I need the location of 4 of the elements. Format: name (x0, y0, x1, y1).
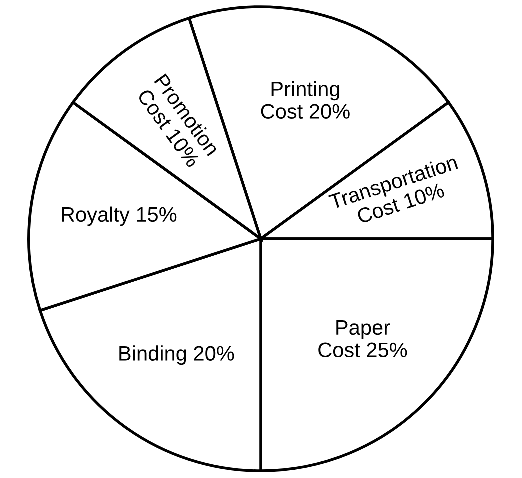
slice-label: Royalty 15% (62, 206, 177, 226)
slice-label: Printing Cost 20% (261, 81, 350, 119)
slice-label: Binding 20% (120, 346, 234, 366)
slice-label: Paper Cost 25% (318, 320, 408, 358)
